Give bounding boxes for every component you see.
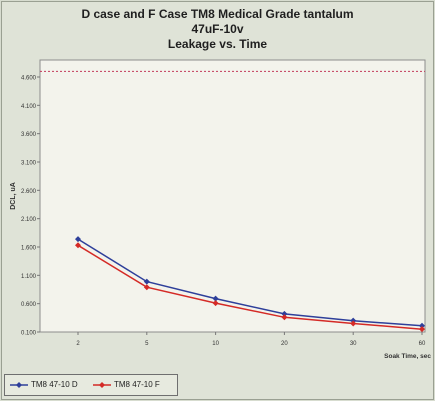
y-tick-label: 4.100 [21, 104, 37, 110]
y-tick-label: 2.100 [21, 217, 37, 223]
y-tick-label: 1.600 [21, 246, 37, 252]
legend-item-d: TM8 47-10 D [10, 380, 78, 389]
y-tick-label: 1.100 [21, 274, 37, 280]
y-tick-label: 2.600 [21, 189, 37, 195]
x-tick-label: 60 [419, 341, 426, 347]
legend-marker-f [93, 381, 111, 388]
legend: TM8 47-10 D TM8 47-10 F [4, 374, 178, 396]
chart-title-line-2: 47uF-10v [191, 22, 244, 36]
data-point-series-1 [212, 300, 219, 307]
data-point-series-1 [143, 284, 150, 291]
y-tick-label: 3.100 [21, 161, 37, 167]
y-axis-label: DCL, uA [10, 182, 17, 210]
y-tick-label: 0.100 [21, 331, 37, 337]
plot-area [39, 59, 426, 333]
data-point-series-1 [281, 314, 288, 321]
data-point-series-1 [75, 242, 81, 249]
legend-marker-d [10, 381, 28, 388]
data-point-series-0 [143, 278, 150, 285]
x-tick-label: 30 [350, 341, 357, 347]
data-point-series-0 [419, 322, 425, 329]
y-tick-label: 4.600 [21, 76, 37, 82]
chart-title-line-3: Leakage vs. Time [167, 37, 268, 51]
data-point-series-0 [75, 236, 81, 243]
legend-item-f: TM8 47-10 F [93, 380, 160, 389]
legend-label-f: TM8 47-10 F [114, 380, 160, 389]
chart-title-line-1: D case and F Case TM8 Medical Grade tant… [81, 7, 354, 21]
x-tick-label: 5 [145, 341, 149, 347]
x-tick-label: 2 [76, 341, 80, 347]
y-tick-label: 0.600 [21, 302, 37, 308]
legend-label-d: TM8 47-10 D [31, 380, 78, 389]
x-axis-label: Soak Time, sec [384, 353, 431, 360]
data-point-series-1 [419, 326, 425, 333]
data-point-series-0 [281, 310, 288, 317]
data-point-series-0 [212, 295, 219, 302]
data-point-series-1 [350, 320, 357, 327]
x-tick-label: 10 [212, 341, 219, 347]
series-line-0 [77, 238, 423, 327]
series-line-1 [77, 244, 423, 330]
x-tick-label: 20 [281, 341, 288, 347]
y-tick-label: 3.600 [21, 132, 37, 138]
